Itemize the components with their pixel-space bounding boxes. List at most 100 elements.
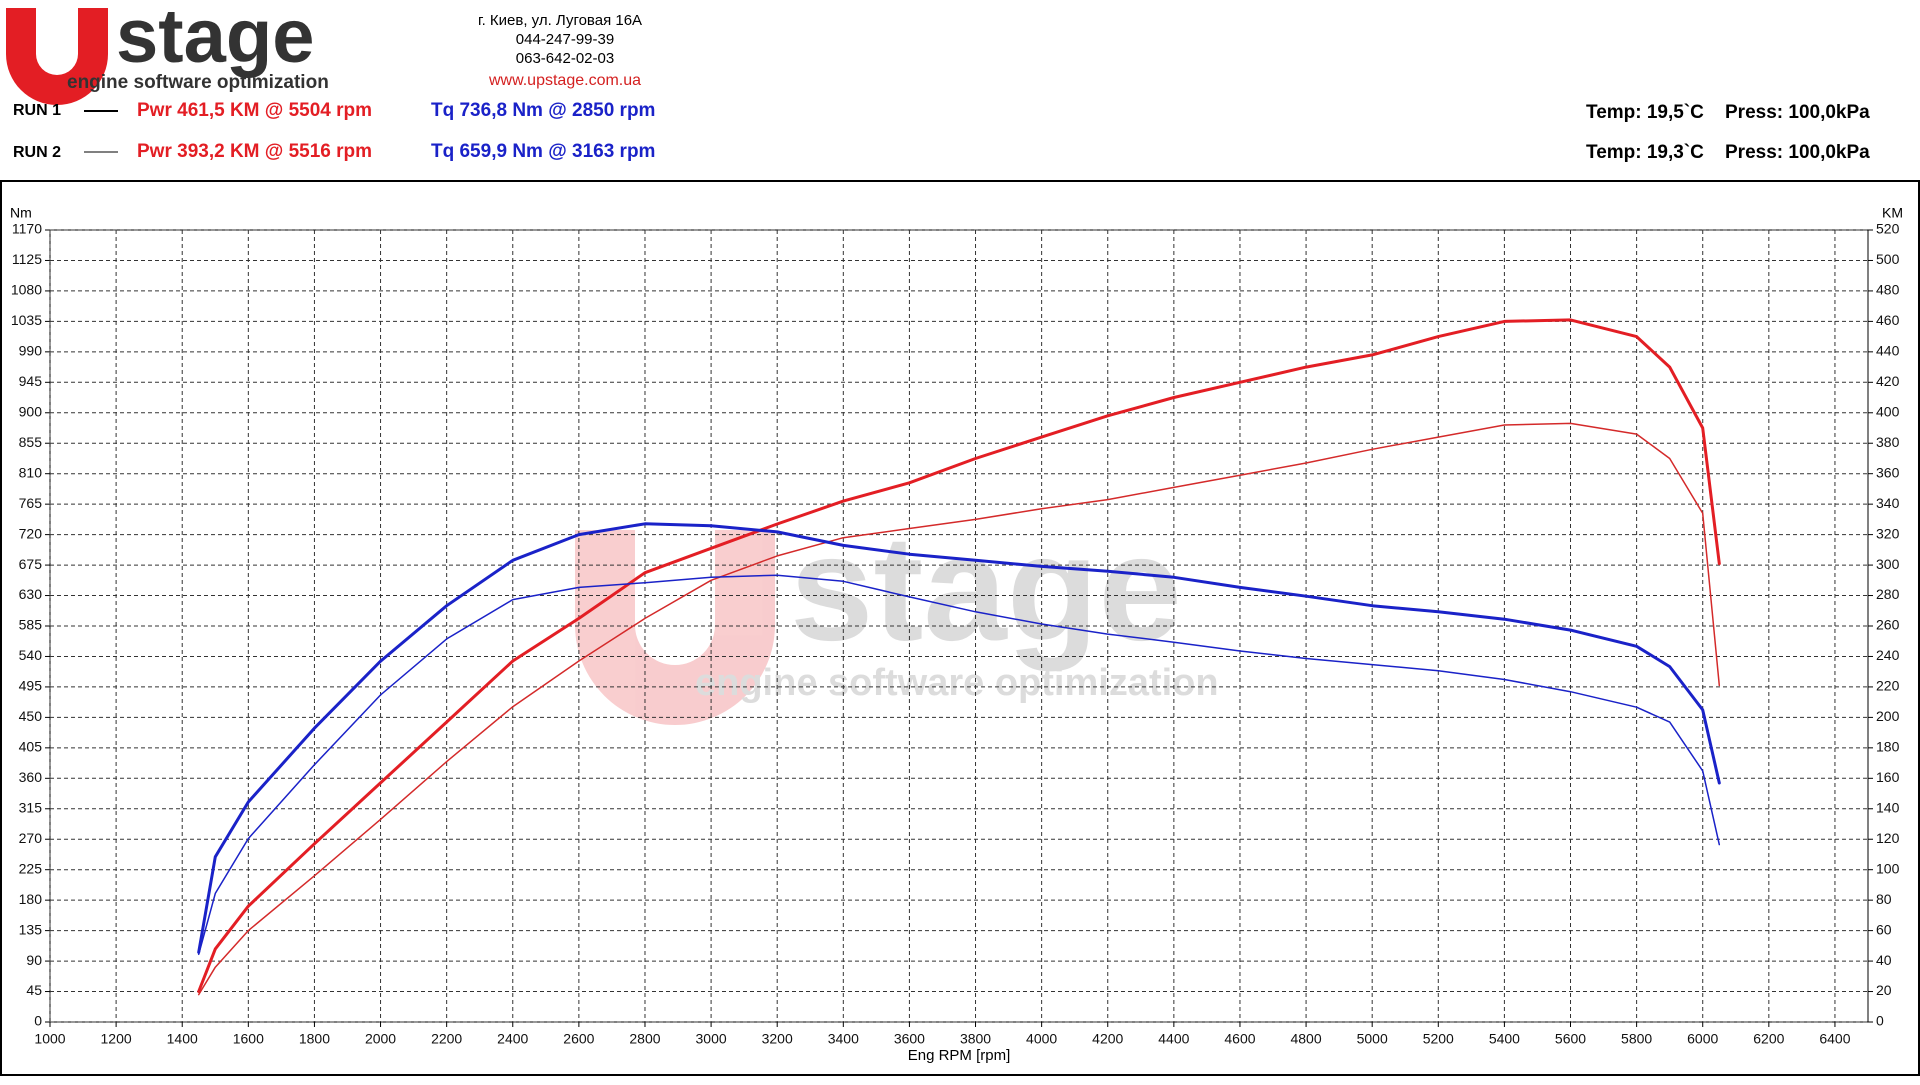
x-tick-label: 6200 — [1753, 1031, 1784, 1047]
address: г. Киев, ул. Луговая 16А — [478, 12, 642, 29]
y-axis-label: Nm — [10, 205, 32, 221]
y-tick-label: 1080 — [11, 282, 42, 298]
x-tick-label: 3000 — [696, 1031, 727, 1047]
phone: 063-642-02-03 — [516, 50, 614, 67]
y2-tick-label: 480 — [1876, 282, 1900, 298]
y2-tick-label: 260 — [1876, 617, 1900, 633]
y-tick-label: 855 — [19, 434, 43, 450]
x-axis-label: Eng RPM [rpm] — [908, 1047, 1011, 1064]
y2-tick-label: 80 — [1876, 891, 1892, 907]
logo-u — [6, 8, 108, 105]
y2-tick-label: 0 — [1876, 1013, 1884, 1029]
x-tick-label: 2200 — [431, 1031, 462, 1047]
y-tick-label: 1125 — [12, 251, 42, 267]
y2-tick-label: 160 — [1876, 769, 1900, 785]
y2-tick-label: 20 — [1876, 982, 1892, 998]
x-tick-label: 2400 — [497, 1031, 528, 1047]
y-tick-label: 135 — [19, 921, 43, 937]
x-tick-label: 4400 — [1158, 1031, 1189, 1047]
x-tick-label: 5200 — [1423, 1031, 1454, 1047]
y-tick-label: 945 — [19, 373, 43, 389]
y-tick-label: 495 — [19, 678, 43, 694]
run-torque: Tq 659,9 Nm @ 3163 rpm — [431, 141, 655, 162]
run-torque: Tq 736,8 Nm @ 2850 rpm — [431, 100, 655, 121]
x-tick-label: 4000 — [1026, 1031, 1057, 1047]
y-tick-label: 0 — [34, 1013, 42, 1029]
y-tick-label: 180 — [19, 891, 43, 907]
run-power: Pwr 393,2 KM @ 5516 rpm — [137, 141, 372, 162]
y2-tick-label: 120 — [1876, 830, 1900, 846]
x-tick-label: 6000 — [1687, 1031, 1718, 1047]
x-tick-label: 5400 — [1489, 1031, 1520, 1047]
x-tick-label: 1600 — [233, 1031, 264, 1047]
y-tick-label: 360 — [19, 769, 43, 785]
y2-tick-label: 280 — [1876, 586, 1900, 602]
y-tick-label: 675 — [19, 556, 43, 572]
y-tick-label: 45 — [26, 982, 42, 998]
run-temp: Temp: 19,5`C — [1586, 102, 1704, 123]
x-tick-label: 4600 — [1224, 1031, 1255, 1047]
y-tick-label: 225 — [19, 860, 43, 876]
y-tick-label: 1170 — [12, 221, 42, 237]
y2-tick-label: 500 — [1876, 251, 1900, 267]
x-tick-label: 5600 — [1555, 1031, 1586, 1047]
run-press: Press: 100,0kPa — [1725, 102, 1870, 123]
x-tick-label: 2000 — [365, 1031, 396, 1047]
y2-tick-label: 460 — [1876, 312, 1900, 328]
y-tick-label: 630 — [19, 586, 43, 602]
logo-tagline: engine software optimization — [67, 72, 329, 93]
y-tick-label: 450 — [19, 708, 43, 724]
chart-frame — [0, 180, 1920, 1076]
x-tick-label: 1800 — [299, 1031, 330, 1047]
y-tick-label: 315 — [19, 799, 43, 815]
logo-arrow — [43, 28, 71, 74]
x-tick-label: 3600 — [894, 1031, 925, 1047]
y2-tick-label: 320 — [1876, 525, 1900, 541]
y2-tick-label: 440 — [1876, 343, 1900, 359]
watermark-tagline: engine software optimization — [695, 662, 1219, 704]
run-power: Pwr 461,5 KM @ 5504 rpm — [137, 100, 372, 121]
run-label: RUN 2 — [13, 144, 61, 161]
y-tick-label: 900 — [19, 403, 43, 419]
y2-tick-label: 60 — [1876, 921, 1892, 937]
curve — [197, 318, 1721, 993]
watermark: stage engine software optimization — [575, 504, 1219, 725]
run-temp: Temp: 19,3`C — [1586, 142, 1704, 163]
y2-tick-label: 220 — [1876, 678, 1900, 694]
phone: 044-247-99-39 — [516, 31, 614, 48]
y2-tick-label: 100 — [1876, 860, 1900, 876]
x-tick-label: 4200 — [1092, 1031, 1123, 1047]
watermark-u — [575, 530, 775, 725]
y-tick-label: 720 — [19, 525, 43, 541]
y2-tick-label: 140 — [1876, 799, 1900, 815]
curve — [197, 522, 1721, 954]
y-tick-label: 1035 — [11, 312, 42, 328]
x-tick-label: 1000 — [34, 1031, 65, 1047]
y-tick-label: 90 — [26, 952, 42, 968]
y-tick-label: 405 — [19, 739, 43, 755]
run-press: Press: 100,0kPa — [1725, 142, 1870, 163]
watermark-word: stage — [790, 504, 1182, 672]
curve — [197, 422, 1721, 996]
y2-tick-label: 380 — [1876, 434, 1900, 450]
x-tick-label: 1400 — [167, 1031, 198, 1047]
x-tick-label: 4800 — [1290, 1031, 1321, 1047]
y2-tick-label: 400 — [1876, 403, 1900, 419]
y2-tick-label: 340 — [1876, 495, 1900, 511]
y2-tick-label: 180 — [1876, 739, 1900, 755]
y2-tick-label: 200 — [1876, 708, 1900, 724]
y-tick-label: 270 — [19, 830, 43, 846]
run-label: RUN 1 — [13, 102, 61, 119]
y-tick-label: 540 — [19, 647, 43, 663]
x-tick-label: 2600 — [563, 1031, 594, 1047]
x-tick-label: 5000 — [1357, 1031, 1388, 1047]
x-tick-label: 3200 — [762, 1031, 793, 1047]
y2-tick-label: 40 — [1876, 952, 1892, 968]
x-tick-label: 6400 — [1819, 1031, 1850, 1047]
url: www.upstage.com.ua — [488, 72, 641, 89]
y2-tick-label: 520 — [1876, 221, 1900, 237]
y2-tick-label: 360 — [1876, 464, 1900, 480]
y2-tick-label: 240 — [1876, 647, 1900, 663]
x-tick-label: 5800 — [1621, 1031, 1652, 1047]
